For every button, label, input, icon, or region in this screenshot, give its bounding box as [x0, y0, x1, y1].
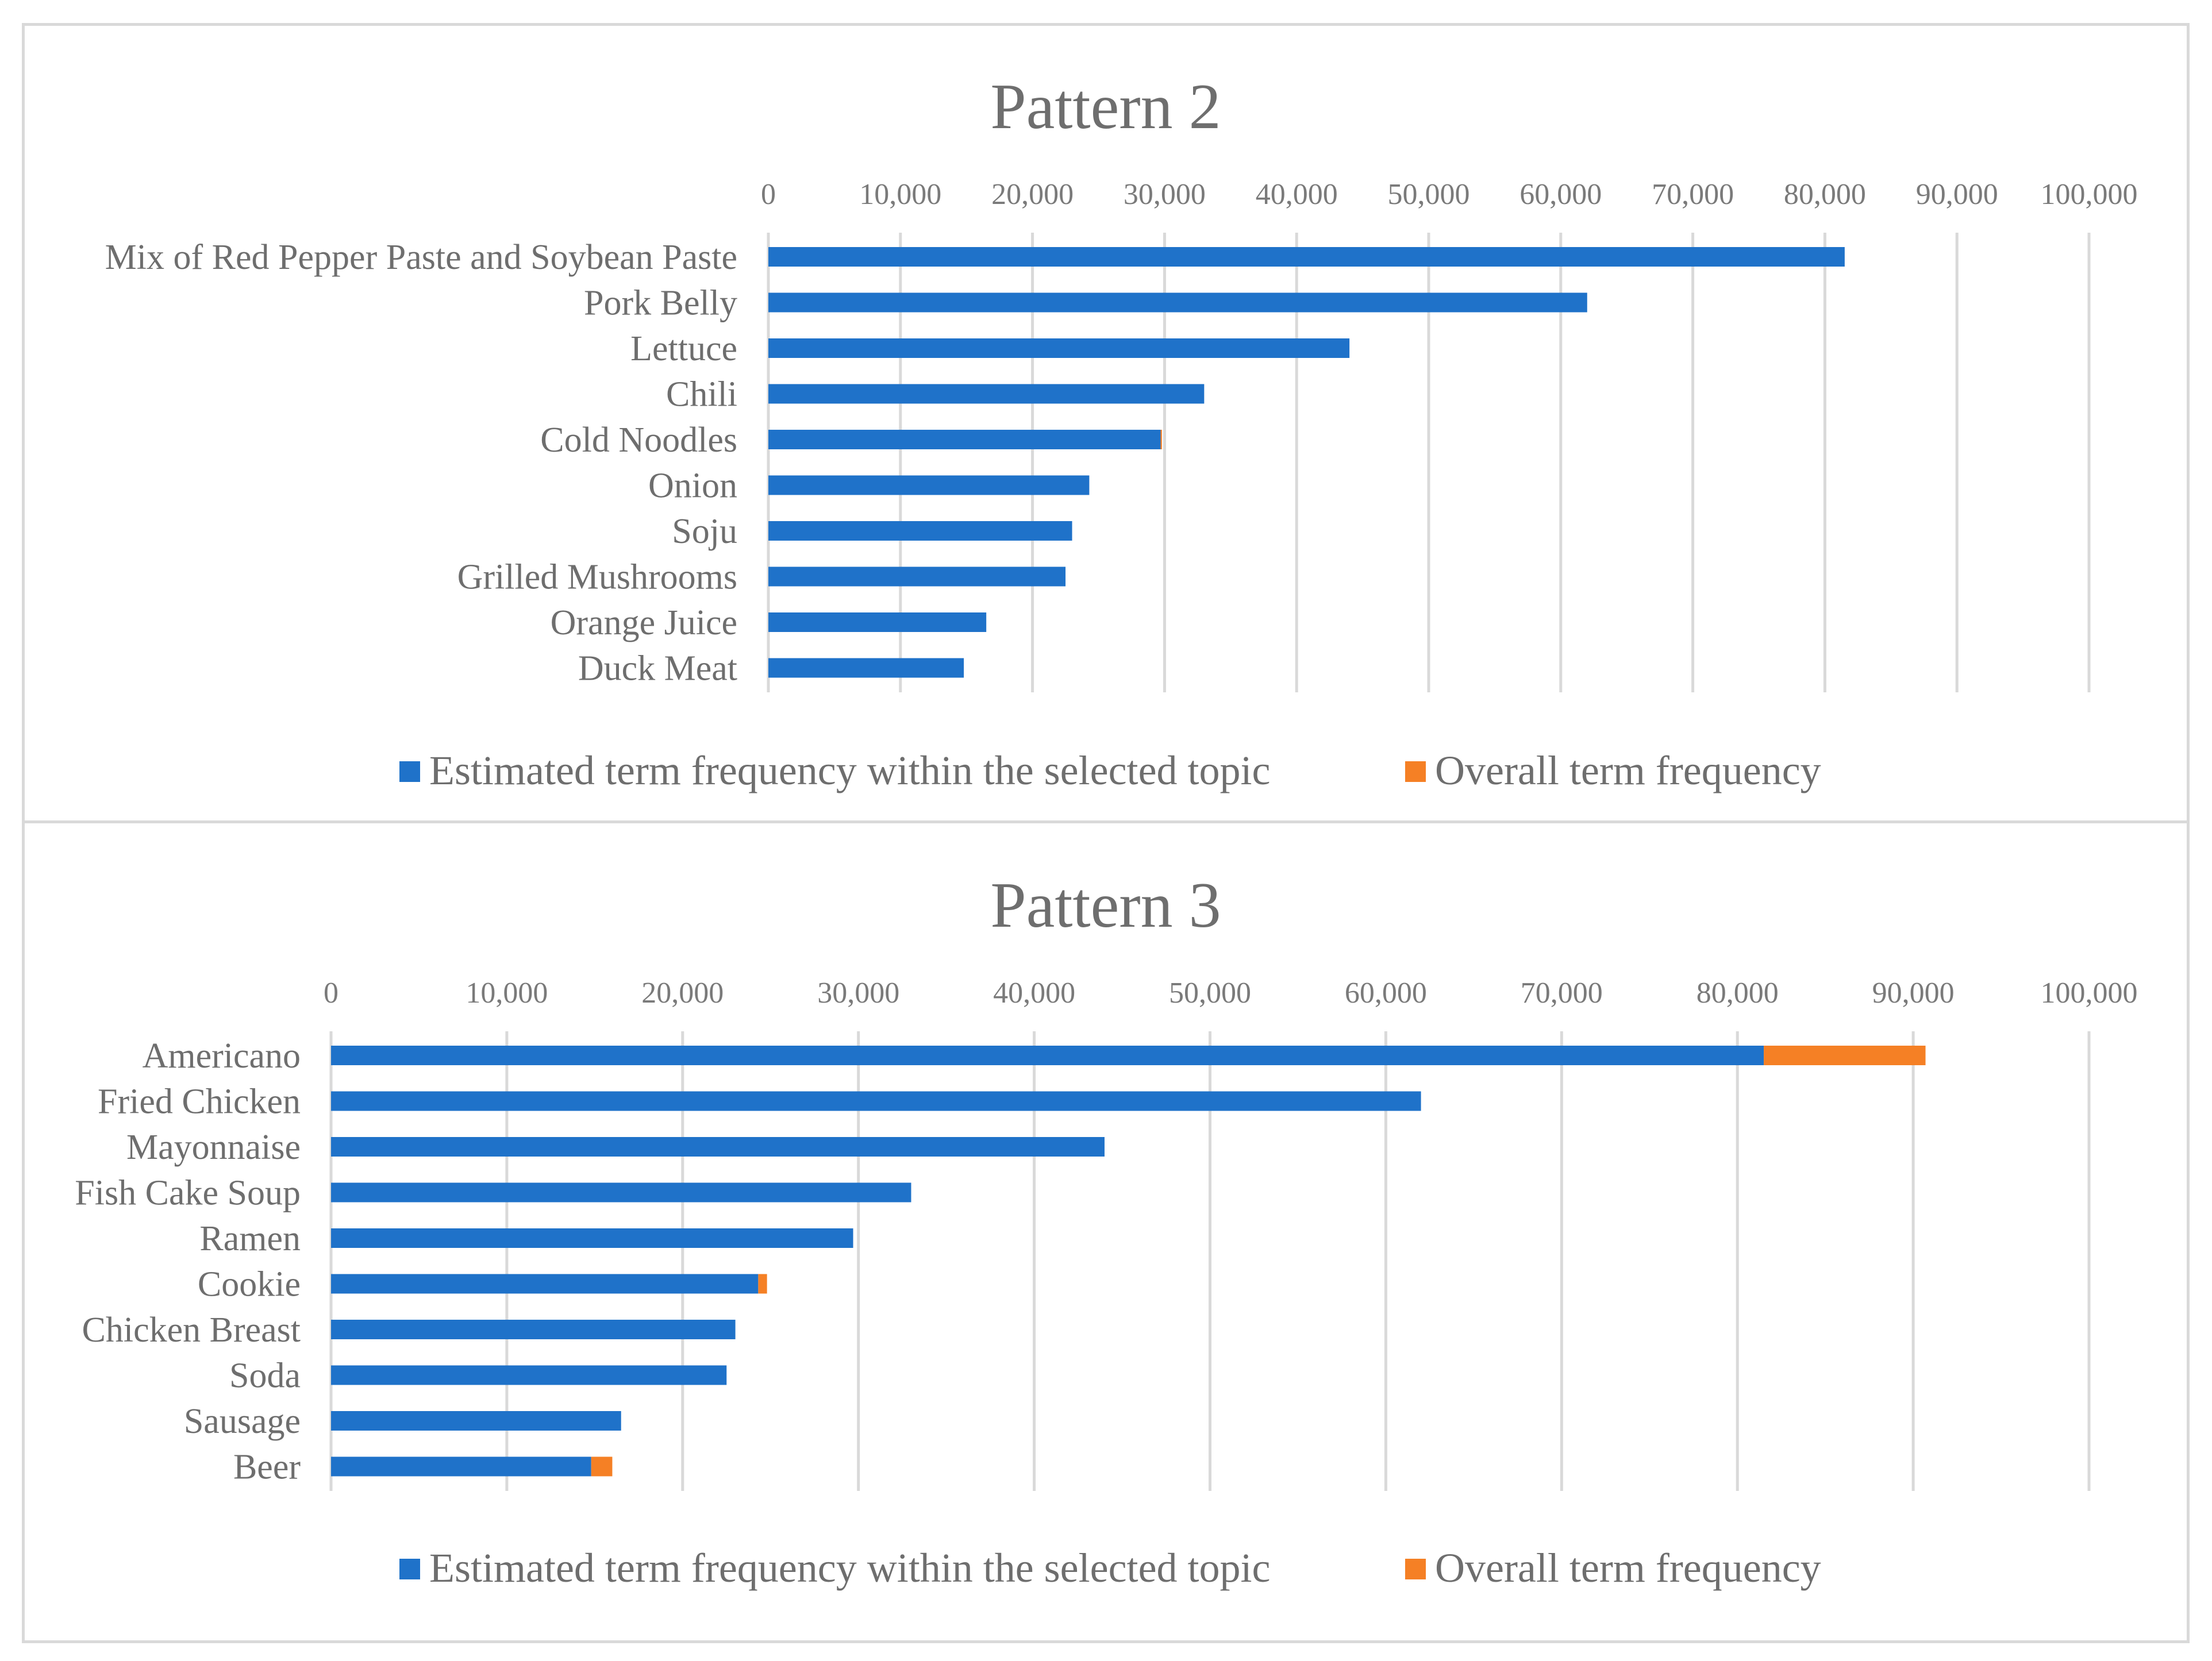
- chart-pattern-3: Pattern 3 0 10,000 20,000 30,000 40,000 50,000…: [75, 870, 2138, 1591]
- category-label: Grilled Mushrooms: [457, 558, 737, 597]
- x-tick-label: 10,000: [466, 977, 548, 1009]
- category-label: Cookie: [198, 1265, 301, 1304]
- legend-swatch: [1405, 761, 1426, 782]
- legend-swatch: [399, 761, 420, 782]
- category-label: Lettuce: [630, 329, 737, 368]
- bar-estimated: [331, 1046, 1764, 1065]
- bar-overall: [591, 1456, 613, 1477]
- x-tick-label: 70,000: [1652, 178, 1734, 211]
- bar-estimated: [331, 1456, 591, 1477]
- category-label: Mix of Red Pepper Paste and Soybean Past…: [105, 238, 737, 277]
- category-label: Pork Belly: [584, 284, 737, 323]
- legend-swatch: [399, 1559, 420, 1579]
- bar-estimated: [768, 292, 1587, 313]
- legend-label: Estimated term frequency within the sele…: [429, 747, 1270, 793]
- chart-panel-pattern-2: Pattern 2 0 10,000 20,000 30,000 40,000 50,000…: [22, 23, 2190, 827]
- x-tick-label: 100,000: [2041, 977, 2138, 1009]
- x-tick-label: 80,000: [1696, 977, 1779, 1009]
- chart-title: Pattern 3: [990, 870, 1221, 941]
- bar-overall: [1764, 1046, 1926, 1065]
- category-label: Beer: [233, 1448, 301, 1487]
- bar-estimated: [331, 1228, 853, 1248]
- category-label: Cold Noodles: [540, 421, 737, 460]
- bar-estimated: [768, 247, 1845, 267]
- bar-estimated: [331, 1137, 1105, 1157]
- legend-label: Estimated term frequency within the sele…: [429, 1545, 1270, 1591]
- bar-estimated: [768, 612, 987, 632]
- chart-pattern-2: Pattern 2 0 10,000 20,000 30,000 40,000 50,000…: [105, 71, 2138, 793]
- category-label: Fish Cake Soup: [75, 1174, 301, 1213]
- category-label: Mayonnaise: [126, 1128, 301, 1167]
- x-tick-label: 60,000: [1345, 977, 1427, 1009]
- category-label: Chicken Breast: [82, 1311, 301, 1350]
- x-tick-label: 40,000: [993, 977, 1075, 1009]
- bar-estimated: [331, 1411, 621, 1431]
- bar-estimated: [331, 1091, 1421, 1111]
- bar-estimated: [331, 1320, 736, 1339]
- category-label: Ramen: [199, 1219, 301, 1258]
- bar-estimated: [768, 430, 1161, 449]
- x-tick-label: 40,000: [1256, 178, 1338, 211]
- x-tick-label: 50,000: [1388, 178, 1470, 211]
- chart-panel-pattern-3: Pattern 3 0 10,000 20,000 30,000 40,000 50,000…: [22, 820, 2190, 1643]
- category-label: Soda: [229, 1356, 301, 1396]
- x-tick-label: 70,000: [1521, 977, 1603, 1009]
- bar-estimated: [331, 1365, 727, 1385]
- legend-label: Overall term frequency: [1435, 1545, 1821, 1591]
- x-tick-label: 10,000: [859, 178, 941, 211]
- bar-estimated: [331, 1274, 759, 1294]
- category-label: Chili: [666, 375, 737, 414]
- x-tick-label: 90,000: [1916, 178, 1998, 211]
- chart-title: Pattern 2: [990, 71, 1221, 142]
- x-tick-label: 50,000: [1169, 977, 1251, 1009]
- x-tick-label: 0: [324, 977, 338, 1009]
- bar-estimated: [331, 1182, 911, 1203]
- x-tick-label: 90,000: [1872, 977, 1955, 1009]
- x-tick-label: 80,000: [1784, 178, 1866, 211]
- category-label: Sausage: [184, 1402, 301, 1441]
- bar-overall: [1160, 430, 1162, 449]
- category-label: Americano: [143, 1036, 301, 1076]
- x-tick-label: 20,000: [991, 178, 1074, 211]
- legend-swatch: [1405, 1559, 1426, 1579]
- bar-estimated: [768, 521, 1072, 541]
- category-label: Onion: [648, 467, 737, 506]
- x-tick-label: 100,000: [2041, 178, 2138, 211]
- x-tick-label: 20,000: [641, 977, 724, 1009]
- x-tick-label: 30,000: [817, 977, 899, 1009]
- bar-estimated: [768, 338, 1350, 358]
- x-tick-label: 0: [761, 178, 776, 211]
- x-tick-label: 30,000: [1124, 178, 1206, 211]
- x-tick-label: 60,000: [1519, 178, 1602, 211]
- category-label: Soju: [672, 512, 737, 551]
- category-label: Duck Meat: [578, 649, 737, 688]
- bar-estimated: [768, 566, 1066, 587]
- category-label: Fried Chicken: [98, 1082, 301, 1122]
- bar-estimated: [768, 475, 1090, 495]
- category-label: Orange Juice: [551, 603, 737, 642]
- bar-estimated: [768, 384, 1205, 404]
- legend-label: Overall term frequency: [1435, 747, 1821, 793]
- bar-overall: [758, 1274, 767, 1294]
- bar-estimated: [768, 658, 964, 678]
